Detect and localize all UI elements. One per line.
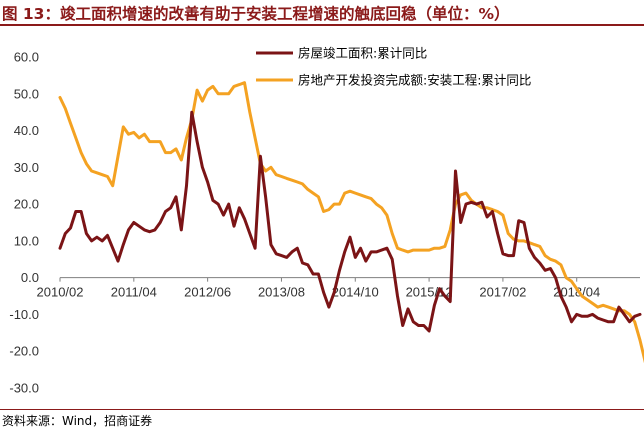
y-tick-label: 30.0 [14,160,39,175]
y-tick-label: 50.0 [14,86,39,101]
x-tick-label: 2010/02 [37,285,84,300]
series-line-install-investment [58,81,644,364]
y-axis-ticks: 60.0 50.0 40.0 30.0 20.0 10.0 0.0 -10.0 -20.0 -30… [9,50,39,396]
y-tick-label: 0.0 [21,270,39,285]
y-tick-label: 10.0 [14,233,39,248]
legend-label: 房屋竣工面积:累计同比 [298,46,427,61]
x-tick-label: 2014/10 [332,285,379,300]
y-tick-label: 20.0 [14,197,39,212]
y-tick-label: -30.0 [9,381,39,396]
footer-rule [0,409,644,410]
y-tick-label: 60.0 [14,50,39,65]
y-tick-label: -10.0 [9,307,39,322]
chart-title: 图 13：竣工面积增速的改善有助于安装工程增速的触底回稳（单位：%） [2,5,510,23]
x-tick-label: 2012/06 [184,285,231,300]
source-note: 资料来源：Wind，招商证券 [2,414,153,428]
x-tick-label: 2017/02 [479,285,526,300]
title-rule [0,24,644,26]
y-tick-label: -20.0 [9,344,39,359]
y-tick-label: 40.0 [14,123,39,138]
x-axis-ticks: 2010/02 2011/04 2012/06 2013/08 2014/10 2015/… [37,277,600,300]
series-line-completed-area [58,110,642,333]
x-tick-label: 2018/04 [553,285,600,300]
legend-label: 房地产开发投资完成额:安装工程:累计同比 [298,73,531,88]
series-lines [58,81,644,364]
x-tick-label: 2013/08 [258,285,305,300]
x-tick-label: 2011/04 [111,285,157,300]
